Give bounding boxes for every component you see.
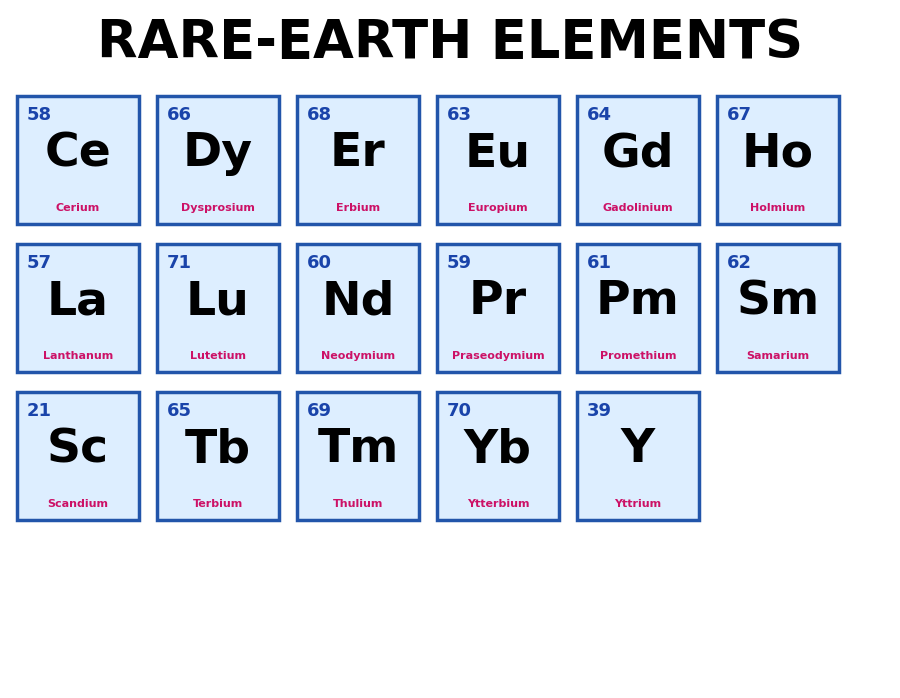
Text: 65: 65 <box>167 402 192 420</box>
FancyBboxPatch shape <box>157 96 279 224</box>
Text: 61: 61 <box>587 254 612 272</box>
Text: Praseodymium: Praseodymium <box>452 351 544 361</box>
Text: Gadolinium: Gadolinium <box>603 203 673 213</box>
Text: Ce: Ce <box>45 131 112 177</box>
Text: RARE-EARTH ELEMENTS: RARE-EARTH ELEMENTS <box>97 17 803 69</box>
Text: Dysprosium: Dysprosium <box>181 203 255 213</box>
FancyBboxPatch shape <box>717 244 839 372</box>
Text: Ho: Ho <box>742 131 814 177</box>
FancyBboxPatch shape <box>297 392 419 520</box>
FancyBboxPatch shape <box>717 96 839 224</box>
Text: 68: 68 <box>307 106 332 124</box>
Text: 67: 67 <box>727 106 752 124</box>
Text: Yb: Yb <box>464 427 532 473</box>
FancyBboxPatch shape <box>297 96 419 224</box>
Text: Europium: Europium <box>468 203 527 213</box>
Text: La: La <box>47 279 109 325</box>
Text: Eu: Eu <box>465 131 531 177</box>
Text: Erbium: Erbium <box>336 203 380 213</box>
Text: 66: 66 <box>167 106 192 124</box>
Text: Sc: Sc <box>47 427 109 473</box>
FancyBboxPatch shape <box>297 244 419 372</box>
FancyBboxPatch shape <box>157 392 279 520</box>
FancyBboxPatch shape <box>17 96 139 224</box>
Text: Lu: Lu <box>186 279 250 325</box>
Text: 69: 69 <box>307 402 332 420</box>
FancyBboxPatch shape <box>577 96 699 224</box>
FancyBboxPatch shape <box>437 392 559 520</box>
Text: Ytterbium: Ytterbium <box>467 499 529 509</box>
Text: Lutetium: Lutetium <box>190 351 246 361</box>
Text: Thulium: Thulium <box>333 499 383 509</box>
Text: Neodymium: Neodymium <box>321 351 395 361</box>
Text: Nd: Nd <box>321 279 395 325</box>
Text: 71: 71 <box>167 254 192 272</box>
Text: Cerium: Cerium <box>56 203 100 213</box>
Text: Gd: Gd <box>602 131 674 177</box>
Text: Tm: Tm <box>318 427 399 473</box>
Text: Lanthanum: Lanthanum <box>43 351 113 361</box>
FancyBboxPatch shape <box>577 244 699 372</box>
Text: Dy: Dy <box>183 131 253 177</box>
Text: Holmium: Holmium <box>751 203 806 213</box>
FancyBboxPatch shape <box>157 244 279 372</box>
Text: Terbium: Terbium <box>193 499 243 509</box>
Text: Y: Y <box>621 427 655 473</box>
Text: 59: 59 <box>447 254 472 272</box>
Text: 63: 63 <box>447 106 472 124</box>
FancyBboxPatch shape <box>17 244 139 372</box>
Text: 60: 60 <box>307 254 332 272</box>
Text: 39: 39 <box>587 402 612 420</box>
FancyBboxPatch shape <box>437 244 559 372</box>
Text: Sm: Sm <box>736 279 820 325</box>
Text: Pr: Pr <box>469 279 527 325</box>
Text: 57: 57 <box>27 254 52 272</box>
FancyBboxPatch shape <box>17 392 139 520</box>
Text: Yttrium: Yttrium <box>615 499 662 509</box>
FancyBboxPatch shape <box>577 392 699 520</box>
Text: 64: 64 <box>587 106 612 124</box>
Text: Promethium: Promethium <box>599 351 676 361</box>
Text: 21: 21 <box>27 402 52 420</box>
Text: Scandium: Scandium <box>48 499 109 509</box>
FancyBboxPatch shape <box>437 96 559 224</box>
Text: Tb: Tb <box>184 427 251 473</box>
Text: 70: 70 <box>447 402 472 420</box>
Text: Samarium: Samarium <box>746 351 810 361</box>
Text: Er: Er <box>330 131 386 177</box>
Text: 62: 62 <box>727 254 752 272</box>
Text: Pm: Pm <box>596 279 680 325</box>
Text: 58: 58 <box>27 106 52 124</box>
